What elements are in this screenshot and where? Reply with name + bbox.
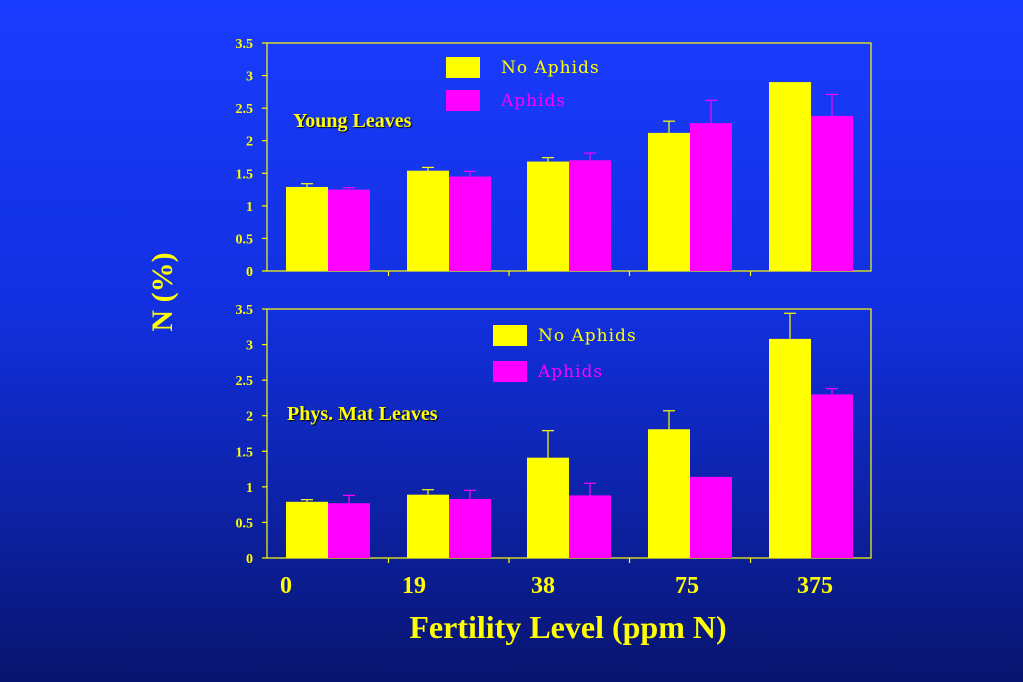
bar-no-aphids: [286, 501, 328, 558]
x-tick-label: 38: [531, 573, 555, 599]
bar-no-aphids: [648, 429, 690, 558]
x-axis-title: Fertility Level (ppm N): [409, 609, 726, 645]
legend-label: Aphids: [500, 91, 566, 111]
y-tick-label: 1: [246, 200, 253, 215]
y-tick-label: 3: [246, 70, 253, 85]
y-tick-label: 0: [246, 265, 253, 280]
legend-swatch: [446, 57, 480, 78]
bar-aphids: [569, 160, 611, 271]
bar-no-aphids: [286, 186, 328, 271]
y-tick-label: 3.5: [236, 303, 254, 318]
chart-panel-phys-mat-leaves: 0 0.5 1 1.5 2 2.5 3 3.5 Phys. Mat Leaves No Aphid…: [236, 303, 872, 567]
bar-aphids: [328, 503, 370, 558]
y-tick-label: 0.5: [236, 516, 254, 531]
bar-no-aphids: [769, 338, 811, 558]
y-axis-title: N (%): [146, 252, 179, 331]
bar-aphids: [690, 476, 732, 558]
x-tick-label: 19: [402, 573, 426, 599]
y-tick-label: 2: [246, 410, 253, 425]
legend-label: No Aphids: [501, 58, 600, 78]
x-tick-label: 75: [675, 573, 699, 599]
bar-aphids: [449, 498, 491, 558]
legend-label: No Aphids: [538, 326, 637, 346]
y-tick-label: 1.5: [236, 445, 254, 460]
x-axis-tick-labels: 0 19 38 75 375: [280, 573, 833, 599]
y-tick-label: 2.5: [236, 102, 254, 117]
bar-aphids: [811, 394, 853, 558]
x-tick-label: 0: [280, 573, 292, 599]
y-tick-label: 1: [246, 481, 253, 496]
bar-aphids: [811, 115, 853, 272]
bar-no-aphids: [648, 132, 690, 271]
panel-label: Young Leaves: [293, 110, 412, 132]
legend-label: Aphids: [537, 362, 603, 382]
y-tick-label: 2.5: [236, 374, 254, 389]
y-tick-label: 2: [246, 135, 253, 150]
bar-no-aphids: [527, 161, 569, 271]
legend-swatch: [493, 361, 527, 382]
y-tick-label: 3: [246, 339, 253, 354]
bar-aphids: [569, 495, 611, 558]
bar-no-aphids: [527, 457, 569, 558]
legend-swatch: [493, 325, 527, 346]
y-tick-label: 3.5: [236, 37, 254, 52]
y-tick-label: 0.5: [236, 232, 254, 247]
legend-swatch: [446, 90, 480, 111]
chart-panel-young-leaves: 0 0.5 1 1.5 2 2.5 3 3.5 Young Leaves No Aphids Aph…: [236, 37, 872, 280]
y-tick-label: 0: [246, 552, 253, 567]
panel-label: Phys. Mat Leaves: [287, 403, 438, 425]
bar-aphids: [449, 176, 491, 271]
x-tick-label: 375: [797, 573, 833, 599]
bar-no-aphids: [769, 82, 811, 271]
bar-aphids: [690, 123, 732, 271]
bar-aphids: [328, 189, 370, 271]
bar-no-aphids: [407, 494, 449, 558]
y-tick-label: 1.5: [236, 167, 254, 182]
bar-no-aphids: [407, 170, 449, 271]
